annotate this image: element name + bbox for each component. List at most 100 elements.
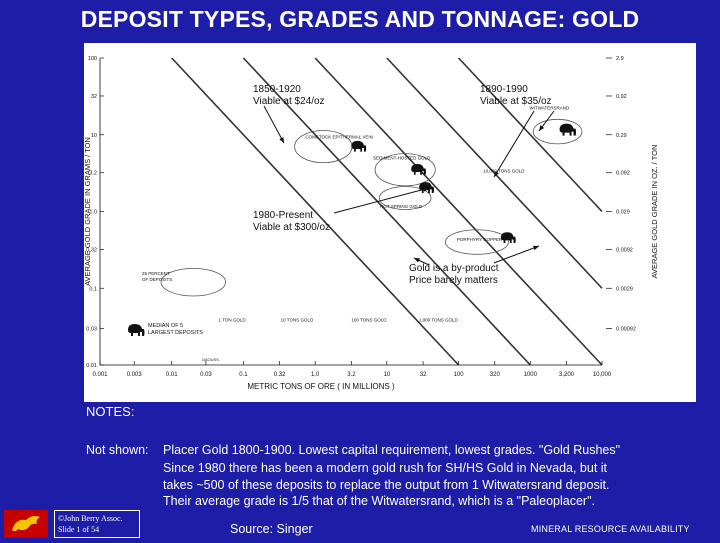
x-tick-label: 3.2 (347, 372, 356, 378)
annotation-title: 1890-1990 (480, 84, 528, 95)
deposit-ellipse (160, 267, 226, 297)
annotation-title: Gold is a by-product (409, 263, 499, 274)
elephant-icon (419, 182, 435, 193)
deposit-label: 25 PERCENT (142, 271, 170, 276)
y2-tick-label: 2.9 (616, 56, 624, 62)
y2-tick-label: 0.029 (616, 210, 630, 216)
chart-axes: 0.001 0.003 0.01 0.03 0.1 0.32 1.0 3.2 10 32 100 32… (84, 56, 659, 391)
elephant-icon (419, 182, 435, 193)
y2-tick-label: 0.0092 (616, 247, 633, 253)
annotation-arrowhead (414, 258, 420, 263)
x-tick-label: 1.0 (311, 372, 320, 378)
elephant-icon (500, 232, 516, 244)
elephant-icon (500, 232, 516, 244)
deposit-label: SEDIMENT-HOSTED GOLD (373, 156, 431, 161)
tonnage-line (242, 57, 531, 366)
dragon-logo-icon (4, 510, 48, 538)
y2-tick-label: 0.00092 (616, 326, 636, 332)
x-tick-label: 32 (420, 372, 427, 378)
notes-line: takes ~500 of these deposits to replace … (163, 478, 610, 492)
elephant-icon (411, 163, 427, 175)
annotation-arrow (263, 105, 285, 144)
tonnage-line-label: 100 TONS GOLD (351, 317, 387, 322)
deposit-label: OF DEPOSITS (142, 277, 172, 282)
deposit-ellipse (532, 118, 583, 145)
x-tick-label: 0.32 (274, 372, 286, 378)
deposit-ellipse (374, 153, 436, 187)
deposit-ellipse (444, 229, 509, 255)
x-tick-label: 3,200 (559, 372, 575, 378)
x-tick-label: 0.03 (200, 372, 212, 378)
annotation-arrow (493, 245, 540, 264)
tonnage-line (386, 57, 603, 289)
y-axis-label-right: AVERAGE GOLD GRADE IN OZ. / TON (650, 145, 659, 279)
annotation-arrow (493, 110, 535, 178)
x-tick-label: 0.01 (166, 372, 178, 378)
y2-tick-label: 0.092 (616, 171, 630, 177)
x-axis-label: METRIC TONS OF ORE ( IN MILLIONS ) (247, 382, 395, 391)
slide-title: DEPOSIT TYPES, GRADES AND TONNAGE: GOLD (80, 6, 640, 32)
annotation-arrowhead (539, 125, 545, 131)
deposit-ellipses: WITWATERSRAND COMSTOCK EPITHERMAL VEIN SED… (128, 106, 583, 362)
elephant-icon (128, 324, 145, 336)
annotation-arrowhead (423, 187, 429, 192)
elephant-icon (411, 163, 427, 175)
tonnage-lines: 1 TON GOLD 10 TONS GOLD 100 TONS GOLD 1,000… (171, 57, 603, 366)
x-tick-label: 100 (454, 372, 465, 378)
annotation-subtitle: Viable at $35/oz (480, 96, 552, 107)
copyright-text: ©John Berry Assoc. (58, 514, 123, 523)
annotation-subtitle: Viable at $300/oz (253, 222, 330, 233)
annotation-arrowhead (279, 137, 284, 143)
x-tick-label: 1000 (524, 372, 538, 378)
tonnage-line-label: 1 TON GOLD (219, 317, 247, 322)
deposit-label: COMSTOCK EPITHERMAL VEIN (305, 135, 373, 140)
deposit-label: PORPHYRY COPPER (457, 237, 503, 242)
deposit-label: WITWATERSRAND (530, 106, 570, 111)
annotation-subtitle: Viable at $24/oz (253, 96, 325, 107)
y-tick-label: 0.1 (89, 286, 97, 292)
y2-tick-label: 0.29 (616, 133, 627, 139)
deposit-chart: 1 TON GOLD 10 TONS GOLD 100 TONS GOLD 1,000… (84, 56, 659, 391)
x-tick-label: 10,000 (593, 372, 612, 378)
annotation-title: 1850-1920 (253, 84, 301, 95)
y-tick-label: 0.03 (86, 326, 97, 332)
chart-panel: 1 TON GOLD 10 TONS GOLD 100 TONS GOLD 1,000… (84, 43, 696, 402)
notes-line: Since 1980 there has been a modern gold … (163, 461, 608, 475)
notes-title: NOTES: (86, 404, 135, 419)
y2-tick-label: 0.92 (616, 94, 627, 100)
legend-note: DAOUSS (202, 357, 219, 362)
elephant-icon (559, 123, 577, 136)
legend-elephant-icon (128, 324, 145, 336)
x-tick-label: 10 (384, 372, 391, 378)
legend-label: MEDIAN OF 5 (148, 323, 183, 329)
footer-section-label: MINERAL RESOURCE AVAILABILITY (531, 524, 690, 534)
y-tick-label: 0.01 (86, 363, 97, 369)
slide-number: Slide 1 of 54 (58, 525, 100, 534)
annotation-arrow (333, 187, 430, 214)
annotation-title: 1980-Present (253, 210, 313, 221)
deposit-ellipse (378, 186, 432, 210)
y2-tick-label: 0.0029 (616, 286, 633, 292)
tonnage-line (314, 57, 603, 366)
y-tick-label: 100 (88, 56, 97, 62)
tonnage-line-label: 10,000 TONS GOLD (483, 169, 525, 174)
x-tick-label: 0.001 (92, 372, 108, 378)
annotation-arrowhead (494, 171, 499, 177)
elephant-icon (351, 140, 367, 152)
annotation-arrowhead (533, 245, 539, 251)
source-credit: Source: Singer (230, 522, 313, 536)
notes-label: Not shown: (86, 443, 149, 457)
x-tick-label: 0.003 (127, 372, 143, 378)
y-tick-label: 3.2 (89, 171, 97, 177)
tonnage-line-label: 1,000 TONS GOLD (419, 317, 459, 322)
y-tick-label: 32 (91, 94, 97, 100)
deposit-label: HOT SPRING GOLD (380, 204, 423, 209)
elephant-icon (559, 123, 577, 136)
tonnage-line-label: 10 TONS GOLD (281, 317, 314, 322)
y-tick-label: 0.32 (86, 247, 97, 253)
annotation-subtitle: Price barely matters (409, 275, 498, 286)
y-tick-label: 10 (91, 133, 97, 139)
legend-label: LARGEST DEPOSITS (148, 330, 203, 336)
tonnage-line (457, 57, 603, 213)
